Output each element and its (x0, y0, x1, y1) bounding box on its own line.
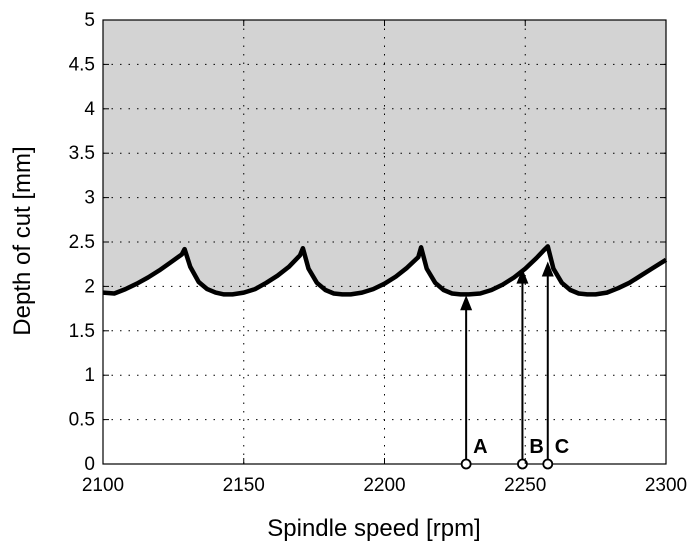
y-tick-label: 4 (84, 99, 95, 120)
point-b-arrowhead (516, 268, 529, 284)
point-c-label: C (555, 436, 569, 458)
point-a-arrowhead (460, 295, 473, 311)
x-axis-ticks: 2100 2150 2200 2250 2300 (82, 20, 687, 496)
y-tick-label: 1.5 (69, 321, 95, 342)
stability-boundary (102, 244, 668, 297)
stability-lobe-line (102, 244, 668, 297)
y-tick-label: 5 (84, 10, 95, 31)
y-tick-label: 0 (84, 454, 95, 475)
x-tick-label: 2150 (223, 475, 265, 496)
y-tick-label: 2 (84, 276, 95, 297)
x-axis-label: Spindle speed [rpm] (267, 515, 480, 542)
y-tick-label: 3.5 (69, 143, 95, 164)
y-tick-label: 4.5 (69, 54, 95, 75)
y-tick-label: 1 (84, 365, 95, 386)
point-b-marker (517, 458, 528, 470)
grid (103, 20, 666, 464)
x-tick-label: 2100 (82, 475, 124, 496)
point-a-marker (460, 458, 472, 470)
y-tick-label: 0.5 (69, 410, 95, 431)
y-tick-label: 3 (84, 188, 95, 209)
point-c-arrowhead (541, 261, 554, 277)
y-axis-ticks: 0 0.5 1 1.5 2 2.5 3 3.5 4 4.5 5 (69, 10, 666, 475)
y-tick-label: 2.5 (69, 232, 95, 253)
point-c-marker (542, 458, 554, 470)
x-tick-label: 2200 (363, 475, 405, 496)
point-b-label: B (529, 436, 543, 458)
x-tick-label: 2300 (645, 475, 687, 496)
point-a-label: A (473, 436, 487, 458)
x-tick-label: 2250 (504, 475, 546, 496)
y-axis-label: Depth of cut [mm] (9, 146, 36, 335)
